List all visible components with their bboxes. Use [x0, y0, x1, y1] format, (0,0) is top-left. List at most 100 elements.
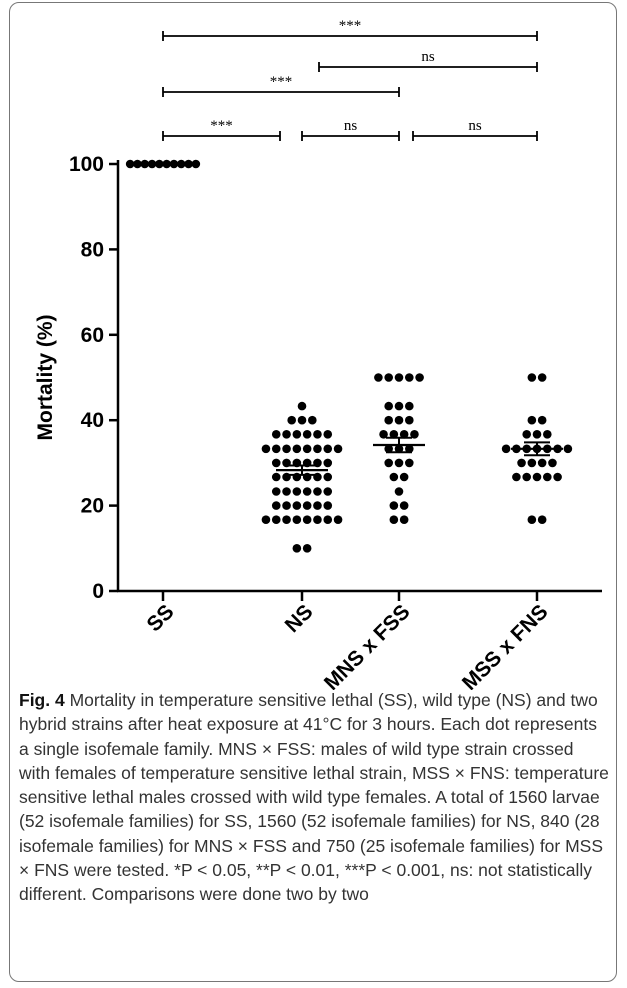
data-point [313, 429, 322, 439]
data-point [313, 515, 322, 524]
y-tick-label: 60 [81, 324, 104, 347]
data-point [162, 159, 171, 169]
y-tick-label: 20 [81, 495, 104, 518]
data-point [302, 429, 312, 439]
caption-text: Mortality in temperature sensitive letha… [19, 690, 609, 905]
data-point [308, 415, 317, 425]
figure-label: Fig. 4 [19, 690, 65, 710]
data-point [292, 544, 302, 553]
y-tick-label: 100 [69, 153, 104, 176]
data-point [527, 373, 537, 382]
data-point [537, 515, 547, 524]
significance-label: ns [468, 118, 482, 134]
data-point [389, 515, 399, 524]
data-point [405, 415, 414, 425]
data-point [302, 544, 312, 553]
data-point [271, 515, 281, 524]
data-point [537, 373, 547, 382]
data-point [563, 444, 573, 454]
data-point [389, 429, 399, 439]
data-point [389, 472, 399, 482]
data-point [140, 159, 150, 169]
y-tick-label: 0 [92, 580, 104, 603]
data-point [517, 458, 526, 468]
data-point [282, 458, 291, 468]
data-point [532, 472, 542, 482]
data-point [297, 401, 307, 411]
data-point [394, 401, 404, 411]
data-point [323, 487, 333, 496]
data-point [292, 515, 302, 524]
data-point [384, 401, 394, 411]
y-tick-label: 80 [81, 238, 104, 261]
data-point [287, 415, 297, 425]
data-point [543, 429, 552, 439]
data-point [394, 487, 404, 496]
data-point [548, 458, 557, 468]
data-point [176, 159, 186, 169]
significance-label: ns [421, 49, 435, 65]
y-axis-label: Mortality (%) [34, 315, 57, 441]
data-point [527, 415, 537, 425]
data-point [527, 458, 537, 468]
data-point [292, 501, 302, 510]
data-point [155, 159, 164, 169]
data-point [537, 415, 547, 425]
data-point [271, 501, 281, 510]
data-point [323, 429, 333, 439]
data-point [261, 444, 271, 454]
data-point [532, 429, 542, 439]
data-point [399, 429, 409, 439]
significance-label: *** [270, 74, 293, 90]
data-point [323, 501, 333, 510]
data-point [271, 444, 281, 454]
data-point [282, 472, 291, 482]
figure-frame [9, 2, 617, 982]
data-point [282, 501, 291, 510]
data-point [384, 458, 394, 468]
data-point [313, 458, 322, 468]
data-point [313, 472, 322, 482]
data-point [271, 458, 281, 468]
data-point [297, 415, 307, 425]
data-point [292, 444, 302, 454]
data-point [271, 472, 281, 482]
data-point [399, 501, 409, 510]
y-tick-label: 40 [81, 409, 104, 432]
data-point [415, 373, 424, 382]
data-point [537, 458, 547, 468]
data-point [553, 472, 562, 482]
x-tick-label: SS [142, 600, 178, 636]
data-point [399, 472, 409, 482]
data-point [302, 444, 312, 454]
data-point [379, 429, 388, 439]
data-point [271, 487, 281, 496]
data-point [522, 429, 531, 439]
data-point [405, 458, 414, 468]
x-tick-label: NS [281, 600, 318, 637]
data-point [374, 373, 383, 382]
data-point [184, 159, 193, 169]
data-point [313, 501, 322, 510]
data-point [292, 429, 302, 439]
x-tick-label: MSS x FNS [458, 600, 553, 690]
data-point [384, 444, 394, 454]
data-point [169, 159, 179, 169]
significance-label: *** [210, 118, 233, 134]
data-point [191, 159, 201, 169]
data-point [282, 444, 291, 454]
data-point [125, 159, 135, 169]
data-point [282, 429, 291, 439]
data-point [394, 415, 404, 425]
data-point [261, 515, 271, 524]
significance-label: *** [339, 18, 362, 34]
data-point [271, 429, 281, 439]
data-point [394, 373, 404, 382]
data-point [323, 458, 333, 468]
data-point [313, 444, 322, 454]
data-point [282, 515, 291, 524]
data-point [384, 373, 394, 382]
data-point [133, 159, 142, 169]
data-point [527, 515, 537, 524]
data-point [302, 515, 312, 524]
